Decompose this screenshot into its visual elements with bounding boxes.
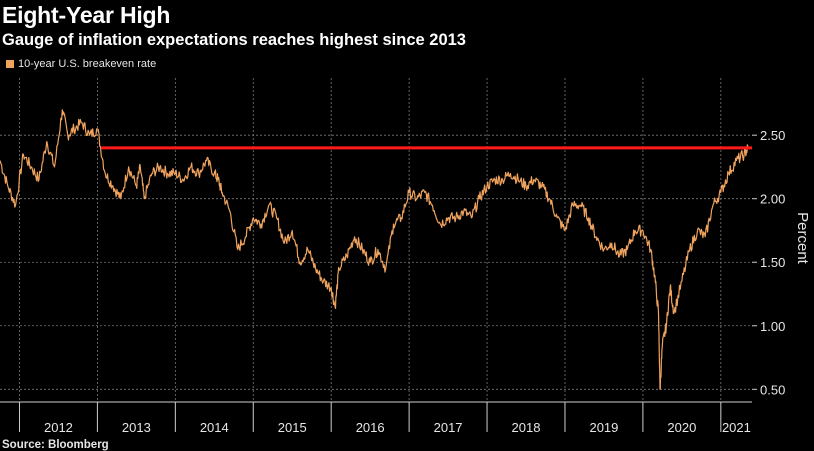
x-tick-label: 2021 bbox=[722, 420, 751, 435]
axes bbox=[0, 134, 757, 432]
x-tick-label: 2013 bbox=[122, 420, 151, 435]
y-tick-label: 2.00 bbox=[760, 192, 785, 207]
source-note: Source: Bloomberg bbox=[2, 439, 109, 451]
x-tick-label: 2017 bbox=[434, 420, 463, 435]
x-tick-label: 2014 bbox=[200, 420, 229, 435]
chart-subtitle: Gauge of inflation expectations reaches … bbox=[2, 31, 466, 49]
tick-labels: 0.50 1.00 1.50 2.00 2.50 2012 2013 2014 2015 2016… bbox=[44, 128, 811, 435]
legend-label: 10-year U.S. breakeven rate bbox=[18, 58, 157, 70]
y-tick-label: 1.00 bbox=[760, 319, 785, 334]
y-tick-label: 2.50 bbox=[760, 128, 785, 143]
y-tick-label: 1.50 bbox=[760, 255, 785, 270]
x-tick-label: 2020 bbox=[667, 420, 696, 435]
x-tick-label: 2018 bbox=[512, 420, 541, 435]
legend: 10-year U.S. breakeven rate bbox=[6, 58, 156, 70]
x-tick-label: 2015 bbox=[278, 420, 307, 435]
plot-marks bbox=[0, 109, 752, 390]
x-tick-label: 2019 bbox=[589, 420, 618, 435]
x-tick-label: 2012 bbox=[44, 420, 73, 435]
series-line-breakeven bbox=[0, 109, 749, 390]
grid bbox=[0, 78, 752, 402]
chart-title: Eight-Year High bbox=[2, 2, 171, 28]
y-tick-label: 0.50 bbox=[760, 382, 785, 397]
legend-swatch bbox=[6, 60, 14, 68]
y-axis-label: Percent bbox=[794, 212, 811, 265]
x-tick-label: 2016 bbox=[356, 420, 385, 435]
